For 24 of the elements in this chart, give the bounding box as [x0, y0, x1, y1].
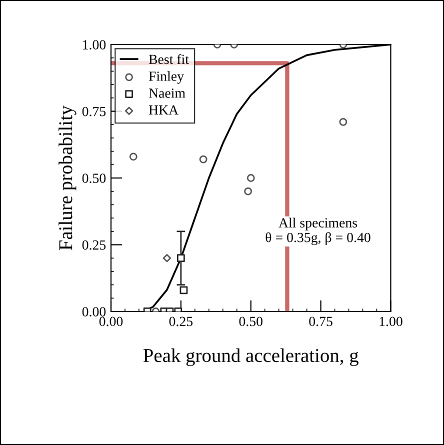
legend-label: Naeim	[148, 88, 186, 98]
point	[129, 152, 138, 161]
x-axis-title: Peak ground acceleration, g	[143, 348, 358, 366]
y-tick-label: 0.25	[82, 240, 106, 250]
point	[199, 155, 208, 164]
x-tick-label: 0.00	[99, 316, 123, 326]
y-axis-title: Failure probability	[58, 105, 76, 250]
y-tick-label: 0.50	[82, 174, 106, 184]
y-tick-label: 0.00	[82, 307, 106, 317]
legend-label: Best fit	[148, 54, 189, 64]
x-tick-label: 0.50	[239, 316, 262, 326]
y-tick-label: 1.00	[83, 40, 106, 50]
x-tick-label: 1.00	[380, 316, 402, 326]
legend-label: HKA	[148, 105, 178, 115]
x-tick-label: 0.75	[309, 316, 332, 326]
point	[244, 187, 252, 196]
y-tick-label: 0.75	[82, 106, 106, 116]
point	[246, 174, 255, 182]
x-tick-label: 0.25	[169, 316, 193, 326]
point	[339, 118, 348, 126]
point	[176, 254, 185, 262]
point	[162, 254, 172, 262]
annotation: All specimens θ = 0.35g, β = 0.40	[266, 218, 370, 246]
legend-label: Finley	[148, 71, 184, 84]
